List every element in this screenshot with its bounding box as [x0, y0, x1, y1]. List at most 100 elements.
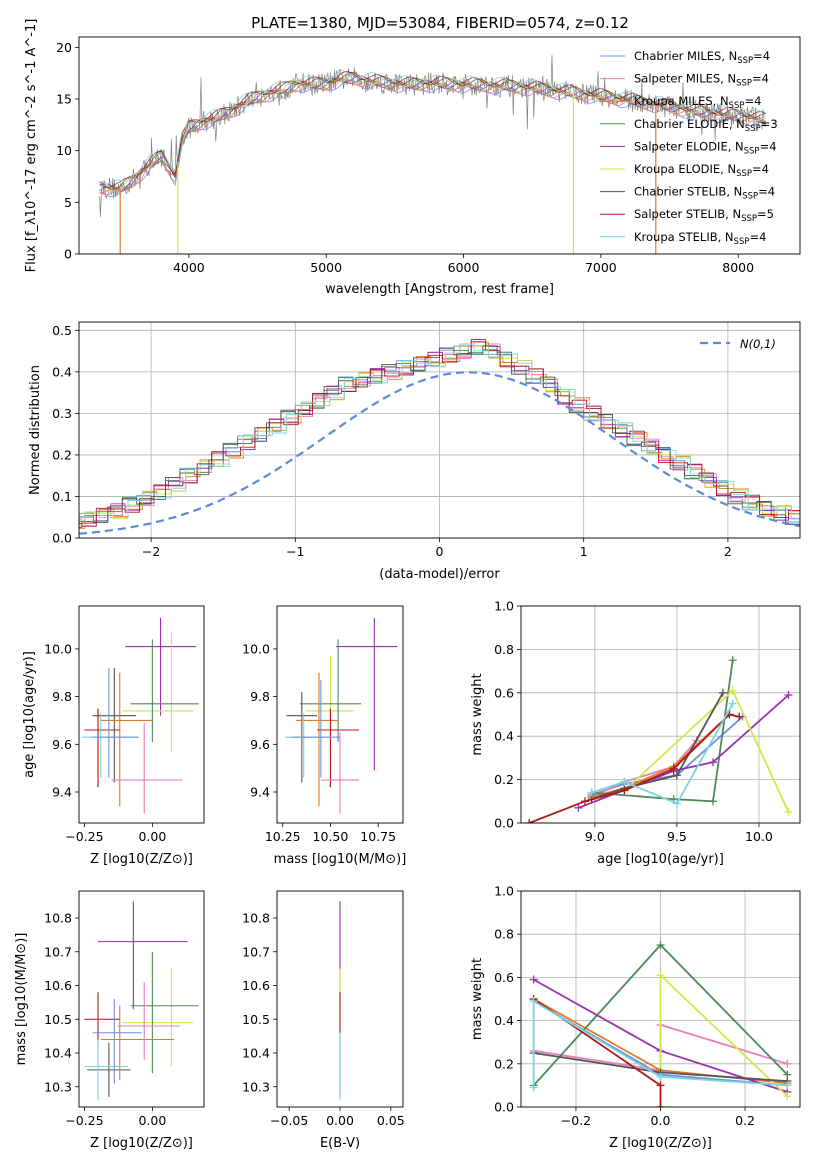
x-tick-label: 0.00 — [138, 1113, 166, 1128]
axes-frame — [276, 605, 404, 824]
legend-label-sub: SSP — [742, 192, 758, 202]
x-tick-label: 10.75 — [360, 829, 396, 844]
spectrum-model-line — [99, 78, 766, 196]
legend-label-sub: SSP — [736, 169, 752, 179]
legend-label-tail: =4 — [760, 139, 777, 153]
x-tick-label: −0.25 — [65, 829, 103, 844]
legend-label-tail: =4 — [744, 94, 761, 108]
plot-area-age_vs_mass — [284, 617, 398, 814]
weight-marker — [620, 786, 629, 795]
plot-area-mass_vs_Z — [84, 901, 199, 1101]
y-tick-label: 9.4 — [250, 785, 270, 800]
legend-label-tail: =3 — [761, 117, 778, 131]
x-tick-label: 0.00 — [326, 1113, 354, 1128]
x-tick-label: 2 — [724, 544, 732, 559]
weight-marker — [728, 656, 737, 665]
weight-line — [591, 713, 731, 798]
weight-marker — [718, 688, 727, 697]
weight-marker — [574, 803, 583, 812]
weight-line — [591, 660, 734, 803]
panel-age_vs_Z: −0.25 0.00 9.4 9.6 9.8 10.0 Z [log10(Z/Z⊙)] age… — [22, 605, 205, 867]
spectrum-model-line — [99, 77, 766, 192]
y-axis-label: Normed distribution — [28, 365, 43, 495]
legend-label-main: Chabrier STELIB, N — [634, 185, 742, 199]
y-tick-label: 10.4 — [44, 1046, 72, 1061]
legend-label-tail: =5 — [757, 207, 774, 221]
y-tick-label: 9.6 — [250, 737, 270, 752]
y-tick-label: 15 — [56, 92, 72, 107]
weight-marker — [784, 808, 793, 817]
axes-frame — [78, 321, 801, 539]
y-tick-label: 0.4 — [494, 1013, 514, 1028]
x-tick-label: 8000 — [722, 260, 754, 275]
weight-marker — [529, 975, 538, 984]
legend-label: Chabrier STELIB, NSSP=4 — [634, 185, 775, 202]
legend-label: Kroupa ELODIE, NSSP=4 — [634, 162, 769, 179]
x-tick-label: −2 — [142, 544, 160, 559]
panel-weight_vs_Z: −0.2 0.0 0.2 0.0 0.2 0.4 0.6 0.8 1.0 Z [log10(Z/Z… — [470, 884, 801, 1151]
y-tick-label: 10.0 — [44, 641, 72, 656]
weight-line — [591, 739, 698, 798]
y-tick-label: 10.6 — [44, 978, 72, 993]
x-axis-label: Z [log10(Z/Z⊙)] — [609, 1136, 712, 1151]
legend-label-sub: SSP — [729, 101, 745, 111]
panel-age_vs_mass: 10.25 10.50 10.75 9.4 9.6 9.8 10.0 mass [log10(… — [242, 605, 407, 867]
spectrum-model-line — [99, 71, 766, 190]
legend-label-sub: SSP — [734, 237, 750, 247]
histogram-step-line — [79, 343, 800, 526]
legend-label-main: Kroupa MILES, N — [634, 94, 729, 108]
legend-label: Kroupa MILES, NSSP=4 — [634, 94, 761, 111]
weight-marker — [587, 788, 596, 797]
weight-marker — [783, 1059, 792, 1068]
legend-label-sub: SSP — [744, 146, 760, 156]
x-axis-label: mass [log10(M/M⊙)] — [274, 852, 407, 867]
y-tick-label: 10.8 — [242, 911, 270, 926]
legend-label-main: Salpeter STELIB, N — [634, 207, 741, 221]
weight-marker — [669, 764, 678, 773]
panel-mass_vs_EBV: −0.05 0.00 0.05 10.3 10.4 10.5 10.6 10.7 10.8 E(B… — [242, 890, 405, 1151]
y-tick-label: 10.5 — [242, 1012, 270, 1027]
y-tick-label: 10.6 — [242, 978, 270, 993]
weight-line — [591, 692, 724, 800]
weight-marker — [656, 971, 665, 980]
y-tick-label: 0.6 — [494, 685, 514, 700]
legend-label-main: Salpeter ELODIE, N — [634, 139, 744, 153]
y-axis-label: mass weight — [470, 958, 485, 1040]
weight-marker — [656, 1103, 665, 1107]
y-tick-label: 9.8 — [52, 689, 72, 704]
axes-frame — [520, 890, 801, 1108]
y-tick-label: 10.7 — [44, 944, 72, 959]
plot-area-spectrum — [99, 54, 766, 254]
axes-frame — [520, 605, 801, 824]
y-tick-label: 0.5 — [52, 323, 72, 338]
weight-marker — [529, 997, 538, 1006]
legend-label: Salpeter ELODIE, NSSP=4 — [634, 139, 777, 156]
legend-label: N(0,1) — [740, 337, 776, 351]
weight-marker — [581, 797, 590, 806]
legend-label-tail: =4 — [752, 162, 769, 176]
spectrum-model-line — [99, 70, 766, 187]
y-tick-label: 0.0 — [52, 531, 72, 546]
legend-label-sub: SSP — [737, 56, 753, 66]
weight-marker — [709, 797, 718, 806]
y-axis-label: mass weight — [470, 673, 485, 755]
weight-marker — [672, 771, 681, 780]
y-axis-label: age [log10(age/yr)] — [22, 651, 37, 778]
y-tick-label: 0.2 — [494, 1056, 514, 1071]
weight-marker — [783, 1081, 792, 1090]
y-tick-label: 9.8 — [250, 689, 270, 704]
weight-marker — [656, 941, 665, 949]
x-tick-label: 6000 — [448, 260, 480, 275]
y-tick-label: 10.4 — [242, 1046, 270, 1061]
gaussian-line — [79, 371, 800, 535]
weight-line — [528, 713, 740, 823]
legend-label-tail: =4 — [752, 72, 769, 86]
x-tick-label: −0.2 — [561, 1113, 591, 1128]
y-tick-label: 0.4 — [52, 364, 72, 379]
weight-marker — [525, 819, 534, 823]
weight-marker — [728, 699, 737, 708]
legend-label-main: Chabrier ELODIE, N — [634, 117, 745, 131]
x-tick-label: 0.2 — [735, 1113, 755, 1128]
